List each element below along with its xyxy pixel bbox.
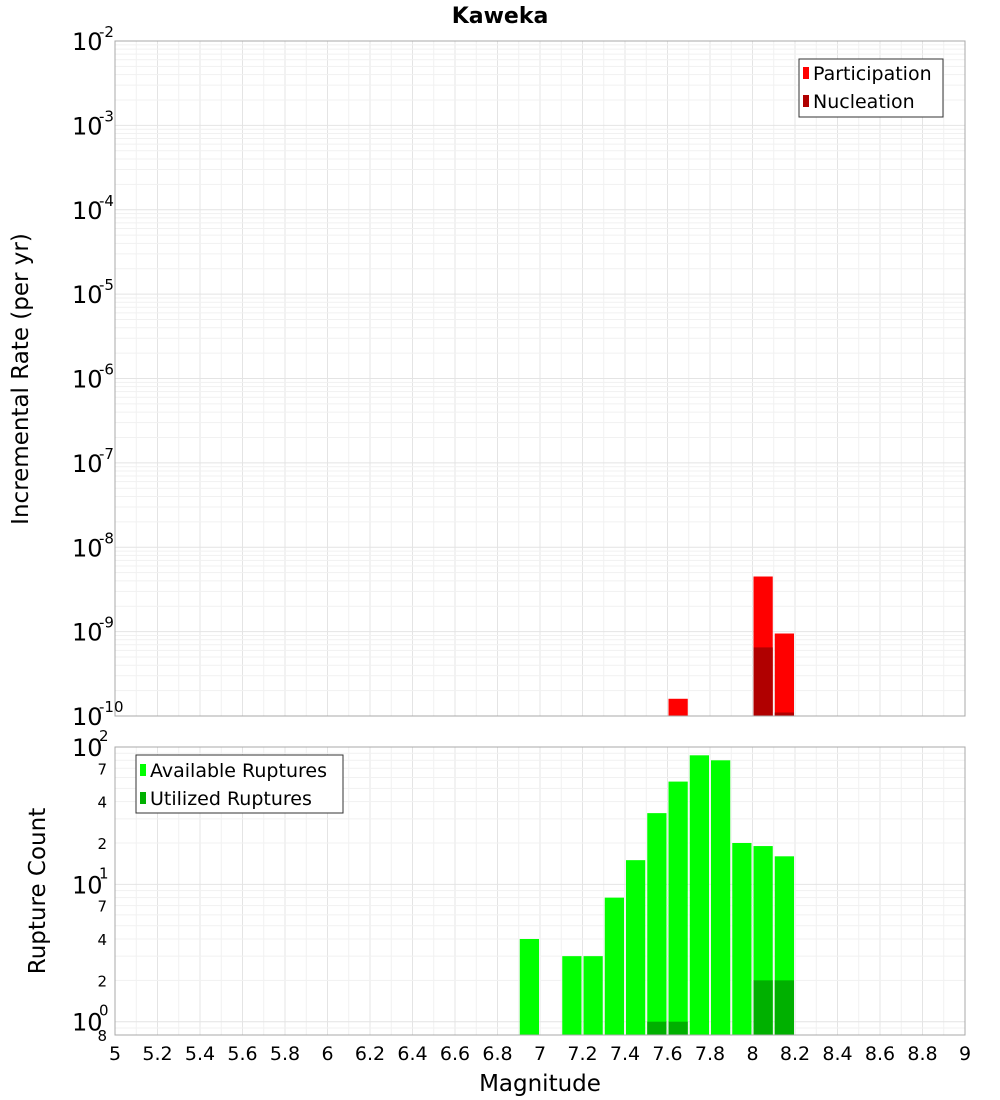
x-tick-label: 6.4 xyxy=(397,1043,427,1065)
y-minor-tick-label: 2 xyxy=(97,972,107,990)
x-tick-label: 7.4 xyxy=(610,1043,640,1065)
y-minor-tick-label: 4 xyxy=(97,794,107,812)
y-tick-exponent: -6 xyxy=(99,361,114,379)
nucleation-bar xyxy=(774,712,794,716)
legend-swatch xyxy=(140,764,146,776)
legend: Participation Nucleation xyxy=(798,58,944,118)
participation-bar xyxy=(774,633,794,716)
y-minor-tick-label: 7 xyxy=(97,898,107,916)
x-tick-label: 8.6 xyxy=(865,1043,895,1065)
legend-label: Available Ruptures xyxy=(150,760,327,782)
y-tick-exponent: -10 xyxy=(99,698,124,716)
utilized-ruptures-bar xyxy=(668,1021,688,1035)
legend: Available Ruptures Utilized Ruptures xyxy=(135,754,344,814)
y-tick-label: 10 xyxy=(72,450,103,478)
available-ruptures-bar xyxy=(626,860,646,1035)
x-tick-label: 6.6 xyxy=(440,1043,470,1065)
y-tick-label: 10 xyxy=(72,734,103,762)
x-axis: 5 5.2 5.4 5.6 5.8 6 6.2 6.4 6.6 6.8 7 7.2 7.4 7.6 7.8 8… xyxy=(109,1043,971,1065)
y-tick-exponent: -5 xyxy=(99,276,114,294)
y-tick-exponent: -2 xyxy=(99,23,114,41)
available-ruptures-bar xyxy=(604,897,624,1035)
legend-box xyxy=(135,754,344,814)
x-tick-label: 8.2 xyxy=(780,1043,810,1065)
y-tick-label: 10 xyxy=(72,28,103,56)
y-tick-label: 10 xyxy=(72,871,103,899)
top-panel: 10-210-310-410-510-610-710-810-910-10Inc… xyxy=(8,23,966,731)
y-tick-label: 10 xyxy=(72,112,103,140)
y-tick-label: 10 xyxy=(72,619,103,647)
x-tick-label: 5.8 xyxy=(270,1043,300,1065)
available-ruptures-bar xyxy=(689,755,709,1035)
nucleation-bar xyxy=(753,647,773,716)
utilized-ruptures-bar xyxy=(647,1021,667,1035)
legend-box xyxy=(798,58,944,118)
y-tick-exponent: -4 xyxy=(99,192,114,210)
x-tick-label: 7.6 xyxy=(652,1043,682,1065)
legend-swatch xyxy=(803,95,809,107)
available-ruptures-bar xyxy=(562,956,582,1035)
x-tick-label: 6.2 xyxy=(355,1043,385,1065)
x-tick-label: 5.4 xyxy=(185,1043,215,1065)
y-tick-label: 10 xyxy=(72,703,103,731)
legend-label: Participation xyxy=(813,63,932,85)
available-ruptures-bar xyxy=(668,781,688,1035)
y-tick-label: 10 xyxy=(72,1009,103,1037)
x-tick-label: 5.2 xyxy=(142,1043,172,1065)
y-tick-label: 10 xyxy=(72,534,103,562)
bottom-plot-frame xyxy=(114,746,966,1036)
x-tick-label: 6 xyxy=(321,1043,333,1065)
top-plot-frame xyxy=(114,40,966,717)
y-tick-exponent: -9 xyxy=(99,614,114,632)
y-minor-tick-label: 7 xyxy=(97,760,107,778)
x-tick-label: 7.2 xyxy=(567,1043,597,1065)
y-tick-exponent: -3 xyxy=(99,107,114,125)
y-minor-tick-label: 2 xyxy=(97,835,107,853)
x-tick-label: 8.4 xyxy=(822,1043,852,1065)
y-tick-label: 10 xyxy=(72,197,103,225)
y-tick-exponent: 0 xyxy=(99,1002,109,1020)
y-tick-label: 10 xyxy=(72,366,103,394)
legend-swatch xyxy=(140,792,146,804)
available-ruptures-bar xyxy=(711,760,731,1035)
x-axis-label: Magnitude xyxy=(479,1071,601,1097)
utilized-ruptures-bar xyxy=(753,980,773,1035)
x-tick-label: 5.6 xyxy=(227,1043,257,1065)
y-minor-tick-label: 8 xyxy=(97,1027,107,1045)
available-ruptures-bar xyxy=(519,939,539,1035)
x-tick-label: 7.8 xyxy=(695,1043,725,1065)
y-tick-exponent: 1 xyxy=(99,864,109,882)
y-tick-label: 10 xyxy=(72,281,103,309)
x-tick-label: 8 xyxy=(746,1043,758,1065)
y-tick-exponent: -8 xyxy=(99,529,114,547)
x-tick-label: 5 xyxy=(109,1043,121,1065)
available-ruptures-bar xyxy=(583,956,603,1035)
x-tick-label: 6.8 xyxy=(482,1043,512,1065)
y-minor-tick-label: 4 xyxy=(97,931,107,949)
participation-bar xyxy=(668,698,688,716)
y-axis-label: Rupture Count xyxy=(25,808,51,974)
x-tick-label: 7 xyxy=(534,1043,546,1065)
available-ruptures-bar xyxy=(647,813,667,1035)
legend-label: Nucleation xyxy=(813,91,915,113)
available-ruptures-bar xyxy=(732,843,752,1035)
legend-swatch xyxy=(803,67,809,79)
legend-label: Utilized Ruptures xyxy=(150,788,312,810)
x-tick-label: 9 xyxy=(959,1043,971,1065)
x-tick-label: 8.8 xyxy=(907,1043,937,1065)
utilized-ruptures-bar xyxy=(774,980,794,1035)
y-tick-exponent: -7 xyxy=(99,445,114,463)
y-tick-exponent: 2 xyxy=(99,727,109,745)
y-axis-label: Incremental Rate (per yr) xyxy=(8,233,34,525)
chart-title: Kaweka xyxy=(452,4,549,29)
